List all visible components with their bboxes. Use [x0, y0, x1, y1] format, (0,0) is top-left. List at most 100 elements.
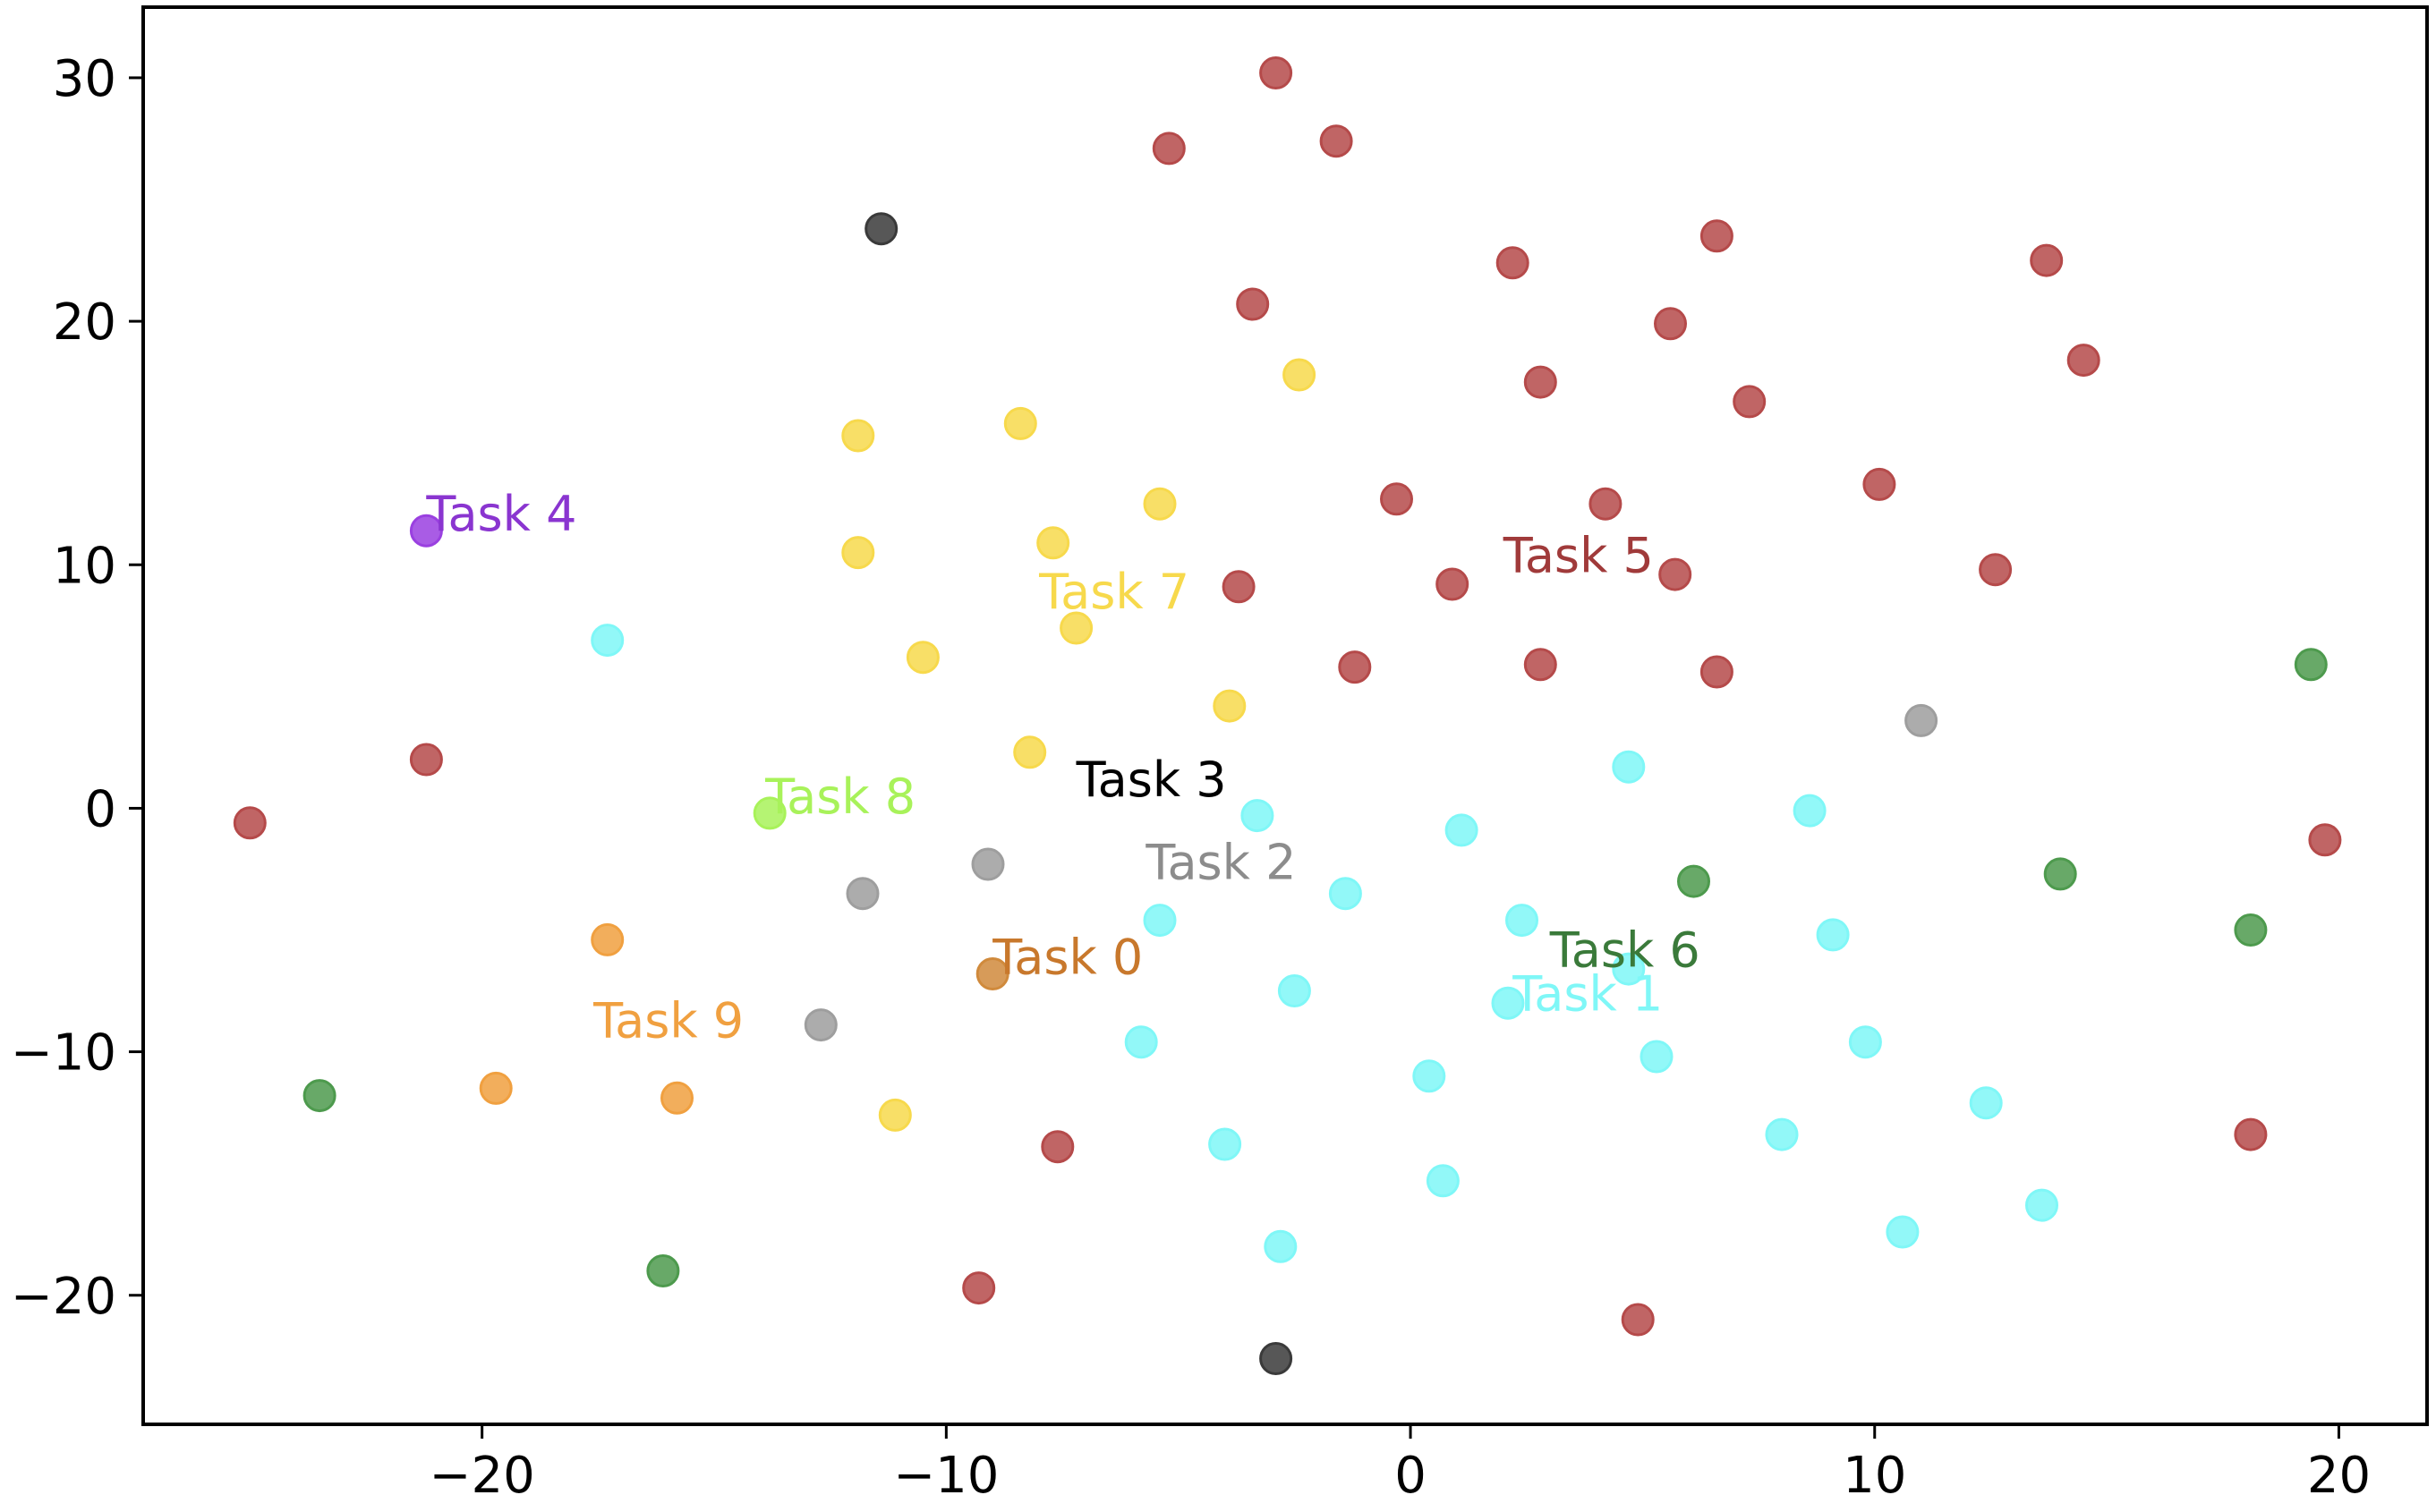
- scatter-point: [1264, 1229, 1298, 1263]
- scatter-point: [846, 877, 880, 911]
- scatter-point: [1491, 986, 1525, 1020]
- scatter-point: [1677, 864, 1710, 898]
- scatter-point: [1435, 567, 1469, 601]
- scatter-point: [1612, 750, 1646, 784]
- scatter-point: [1640, 1040, 1674, 1074]
- scatter-point: [1848, 1025, 1882, 1059]
- task-label: Task 9: [592, 992, 744, 1049]
- scatter-point: [841, 419, 875, 453]
- scatter-point: [1412, 1059, 1446, 1093]
- scatter-point: [1699, 219, 1733, 253]
- y-tick-label: 10: [53, 537, 116, 595]
- series-5: [233, 56, 2342, 1337]
- scatter-point: [1208, 1127, 1242, 1161]
- scatter-point: [962, 1271, 996, 1305]
- scatter-point: [1328, 877, 1362, 911]
- task-label: Task 2: [1145, 834, 1296, 890]
- scatter-point: [1282, 358, 1316, 392]
- scatter-point: [591, 922, 625, 956]
- series-8: [753, 796, 787, 830]
- scatter-point: [479, 1071, 513, 1105]
- scatter-point: [2066, 344, 2100, 378]
- series-0: [975, 957, 1009, 990]
- scatter-point: [1793, 794, 1827, 828]
- scatter-point: [1444, 813, 1478, 847]
- scatter-point: [302, 1079, 336, 1113]
- scatter-point: [409, 743, 443, 777]
- task-label: Task 0: [992, 930, 1143, 986]
- series-4: [409, 514, 443, 548]
- scatter-point: [1013, 735, 1047, 769]
- scatter-point: [1612, 952, 1646, 986]
- scatter-point: [1765, 1117, 1799, 1151]
- scatter-point: [1003, 406, 1037, 440]
- scatter-point: [1152, 132, 1186, 166]
- scatter-point: [1979, 553, 2013, 587]
- task-label: Task 3: [1076, 752, 1227, 808]
- scatter-point: [1495, 246, 1529, 280]
- scatter-point: [1060, 611, 1094, 645]
- scatter-point: [2308, 823, 2342, 857]
- scatter-point: [660, 1081, 694, 1115]
- scatter-point: [1862, 467, 1896, 501]
- scatter-point: [1236, 287, 1270, 321]
- scatter-point: [2030, 243, 2064, 277]
- scatter-point: [1222, 570, 1256, 604]
- scatter-point: [1277, 974, 1311, 1007]
- scatter-point: [1816, 918, 1850, 952]
- scatter-point: [1523, 365, 1557, 399]
- scatter-point: [2294, 648, 2328, 682]
- scatter-point: [1259, 56, 1293, 89]
- scatter-point: [1886, 1215, 1920, 1249]
- scatter-point: [1041, 1130, 1075, 1164]
- scatter-point: [865, 212, 899, 246]
- scatter-point: [975, 957, 1009, 990]
- y-tick-label: 0: [84, 780, 116, 838]
- y-tick-label: −20: [11, 1268, 116, 1326]
- series-2: [804, 703, 1938, 1042]
- task-label: Task 6: [1549, 922, 1700, 978]
- scatter-point: [1589, 487, 1623, 521]
- x-tick-label: 10: [1843, 1447, 1906, 1505]
- scatter-point: [1505, 904, 1538, 938]
- scatter-point: [753, 796, 787, 830]
- task-label: Task 8: [764, 769, 916, 825]
- scatter-point: [1380, 482, 1413, 516]
- scatter-point: [2234, 913, 2268, 947]
- scatter-point: [1654, 307, 1687, 341]
- series-7: [841, 358, 1316, 1132]
- x-tick-label: −10: [893, 1447, 999, 1505]
- scatter-point: [971, 847, 1005, 881]
- scatter-point: [841, 536, 875, 570]
- scatter-point: [1124, 1025, 1158, 1059]
- scatter-point: [409, 514, 443, 548]
- scatter-point: [1338, 650, 1372, 684]
- series-1: [591, 624, 2058, 1263]
- y-tick-label: −10: [11, 1024, 116, 1083]
- scatter-point: [878, 1098, 912, 1132]
- scatter-point: [2025, 1188, 2058, 1222]
- plot-frame: [141, 5, 2429, 1426]
- x-tick-label: 0: [1394, 1447, 1427, 1505]
- scatter-point: [2234, 1117, 2268, 1151]
- scatter-point: [1523, 648, 1557, 682]
- scatter-point: [1658, 557, 1692, 591]
- scatter-point: [1904, 703, 1938, 737]
- scatter-point: [2043, 857, 2077, 891]
- task-label: Task 7: [1038, 564, 1189, 620]
- scatter-point: [233, 806, 267, 840]
- annotations-layer: Task 0 Task 1 Task 2 Task 3 Task 4 Task 5 Task…: [425, 486, 1699, 1049]
- task-label: Task 4: [425, 486, 576, 542]
- scatter-point: [1143, 904, 1177, 938]
- series-3: [865, 212, 1293, 1375]
- scatter-point: [1036, 526, 1070, 560]
- scatter-point: [1733, 385, 1767, 419]
- scatter-point: [1143, 487, 1177, 521]
- y-tick-label: 20: [53, 293, 116, 352]
- scatter-point: [1426, 1164, 1460, 1198]
- points-layer: [233, 56, 2342, 1375]
- scatter-point: [1969, 1086, 2003, 1120]
